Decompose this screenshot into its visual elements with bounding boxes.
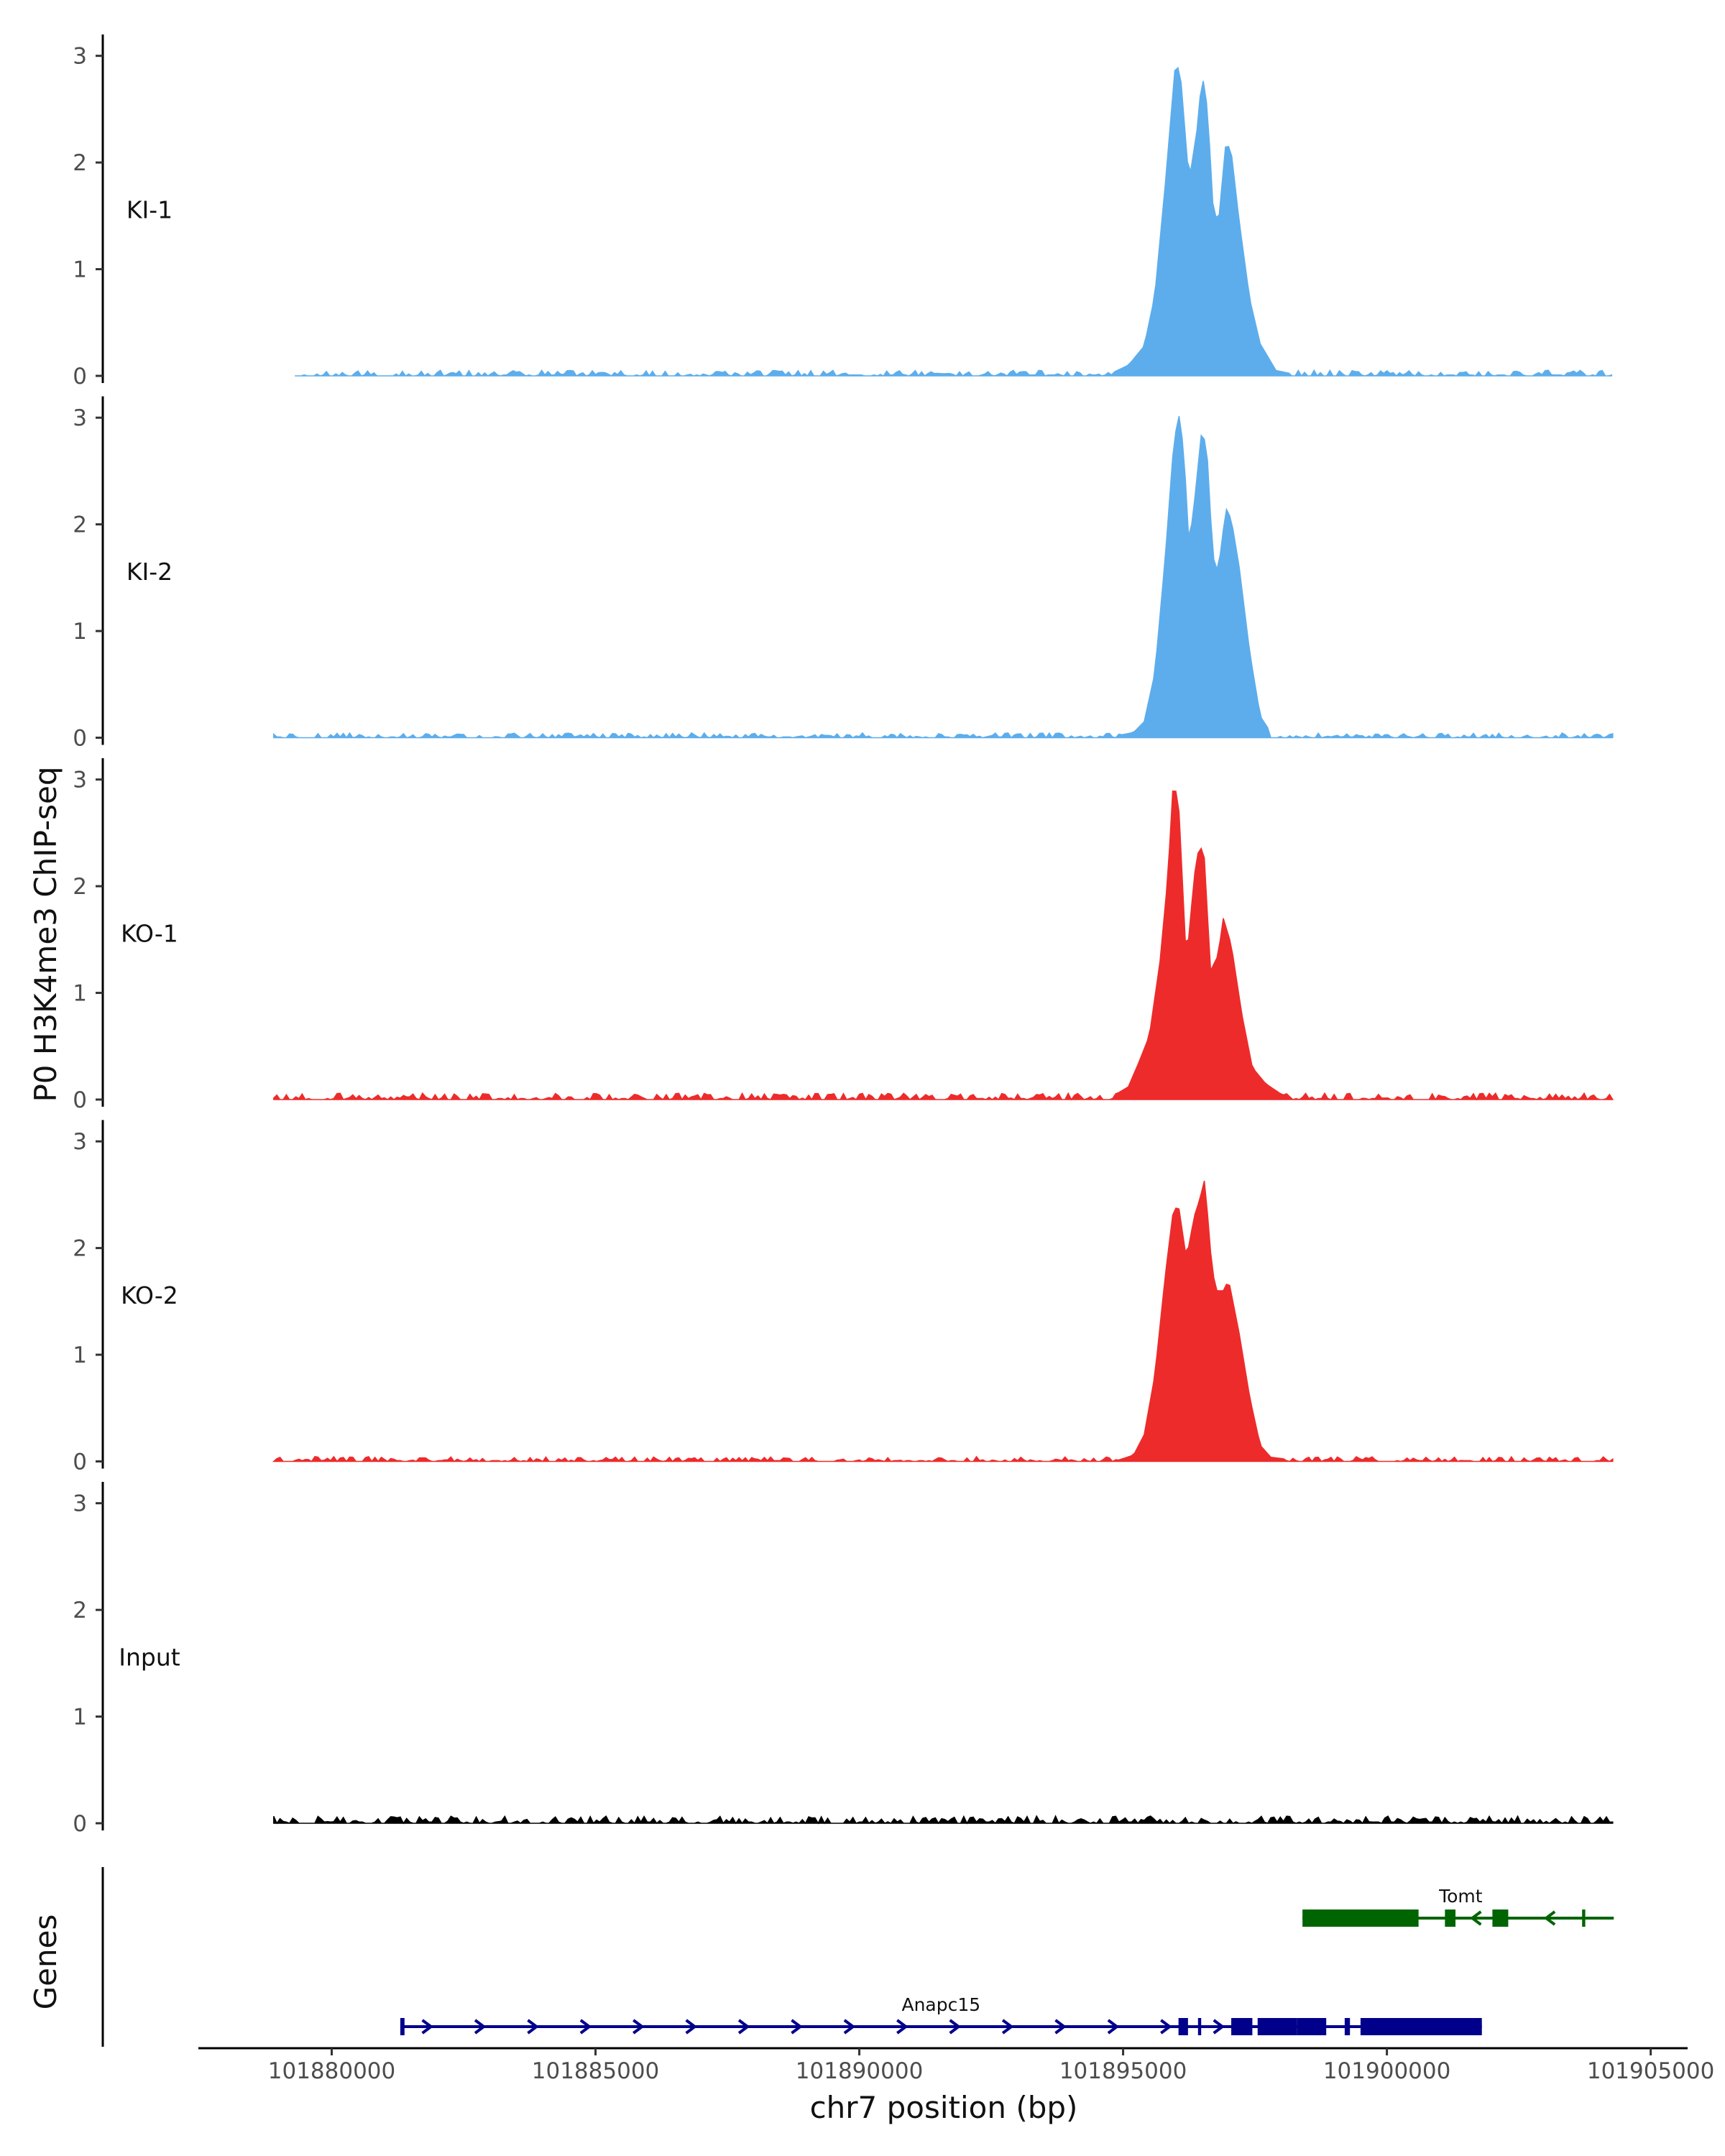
x-tick-label: 101905000 xyxy=(1587,2058,1715,2084)
y-tick-label: 3 xyxy=(73,768,87,793)
y-tick-label: 0 xyxy=(73,1450,87,1475)
gene-anapc15: Anapc15 xyxy=(400,1994,1482,2035)
y-tick-label: 2 xyxy=(73,512,87,538)
track-label: Input xyxy=(119,1644,180,1672)
gene-tomt: Tomt xyxy=(1302,1886,1614,1927)
x-tick-label: 101890000 xyxy=(796,2058,924,2084)
x-tick-label: 101885000 xyxy=(532,2058,660,2084)
genes-axis-title: Genes xyxy=(28,1915,63,2010)
exon-block xyxy=(1492,1909,1509,1927)
coverage-area xyxy=(273,790,1614,1101)
track-ki-1: 0 1 2 3 KI-1 xyxy=(73,34,1613,390)
y-tick-label: 1 xyxy=(73,981,87,1007)
coverage-area xyxy=(273,1815,1614,1825)
x-tick-label: 101880000 xyxy=(268,2058,396,2084)
track-label: KI-2 xyxy=(126,558,172,586)
strand-arrow xyxy=(474,2019,487,2035)
y-tick-label: 0 xyxy=(73,726,87,752)
exon-block xyxy=(1297,2018,1327,2035)
y-tick-label: 1 xyxy=(73,1342,87,1368)
gene-label: Anapc15 xyxy=(901,1994,980,2015)
y-tick-label: 3 xyxy=(73,405,87,431)
strand-arrow xyxy=(949,2019,962,2035)
exon-block xyxy=(1360,2018,1482,2035)
exon-block xyxy=(1231,2018,1253,2035)
y-tick-label: 3 xyxy=(73,1129,87,1155)
strand-arrow xyxy=(1001,2019,1014,2035)
y-tick-label: 1 xyxy=(73,619,87,645)
exon-block xyxy=(1582,1909,1586,1927)
gene-label: Tomt xyxy=(1438,1886,1483,1907)
y-tick-label: 2 xyxy=(73,150,87,176)
coverage-area xyxy=(295,66,1613,377)
strand-arrow xyxy=(527,2019,539,2035)
coverage-tracks: 0 1 2 3 KI-1 0 1 2 3 KI-2 0 1 2 3 KO-1 0 1 2 3 KO-2 0 1 2 3 Inpu… xyxy=(73,34,1614,1837)
exon-block xyxy=(1197,2018,1202,2035)
strand-arrow xyxy=(843,2019,856,2035)
strand-arrow xyxy=(791,2019,803,2035)
y-tick-label: 2 xyxy=(73,874,87,900)
y-tick-label: 2 xyxy=(73,1236,87,1262)
y-tick-label: 3 xyxy=(73,44,87,70)
strand-arrow xyxy=(1160,2019,1172,2035)
y-tick-label: 0 xyxy=(73,1811,87,1837)
y-tick-label: 1 xyxy=(73,257,87,283)
exon-block xyxy=(1445,1909,1456,1927)
strand-arrow xyxy=(421,2019,433,2035)
y-tick-label: 0 xyxy=(73,364,87,390)
exon-block xyxy=(400,2018,405,2035)
strand-arrow xyxy=(1543,1910,1556,1926)
strand-arrow xyxy=(1470,1910,1482,1926)
strand-arrow xyxy=(1213,2019,1225,2035)
exon-block xyxy=(1257,2018,1297,2035)
exon-block xyxy=(1178,2018,1188,2035)
x-tick-label: 101895000 xyxy=(1059,2058,1187,2084)
gene-annotation-panel: Anapc15 Tomt xyxy=(101,1867,1614,2047)
y-tick-label: 1 xyxy=(73,1705,87,1731)
strand-arrow xyxy=(579,2019,592,2035)
coverage-area xyxy=(272,1180,1614,1462)
y-tick-label: 3 xyxy=(73,1491,87,1517)
track-ko-1: 0 1 2 3 KO-1 xyxy=(73,758,1614,1113)
exon-block xyxy=(1302,1909,1419,1927)
strand-arrow xyxy=(896,2019,908,2035)
strand-arrow xyxy=(632,2019,645,2035)
track-label: KO-1 xyxy=(121,920,178,948)
strand-arrow xyxy=(1054,2019,1067,2035)
track-ko-2: 0 1 2 3 KO-2 xyxy=(73,1120,1614,1475)
strand-arrow xyxy=(737,2019,750,2035)
track-input: 0 1 2 3 Input xyxy=(73,1482,1614,1837)
y-tick-label: 2 xyxy=(73,1598,87,1623)
exon-block xyxy=(1344,2018,1351,2035)
y-tick-label: 0 xyxy=(73,1087,87,1113)
strand-arrow xyxy=(1107,2019,1120,2035)
x-axis: 101880000 101885000 101890000 101895000 1019… xyxy=(198,2047,1715,2084)
coverage-area xyxy=(273,415,1614,739)
y-axis-title: P0 H3K4me3 ChIP-seq xyxy=(28,766,63,1102)
x-axis-title: chr7 position (bp) xyxy=(810,2090,1078,2125)
track-ki-2: 0 1 2 3 KI-2 xyxy=(73,396,1614,752)
strand-arrow xyxy=(685,2019,697,2035)
x-tick-label: 101900000 xyxy=(1323,2058,1451,2084)
track-label: KO-2 xyxy=(121,1281,178,1309)
track-label: KI-1 xyxy=(126,196,172,224)
